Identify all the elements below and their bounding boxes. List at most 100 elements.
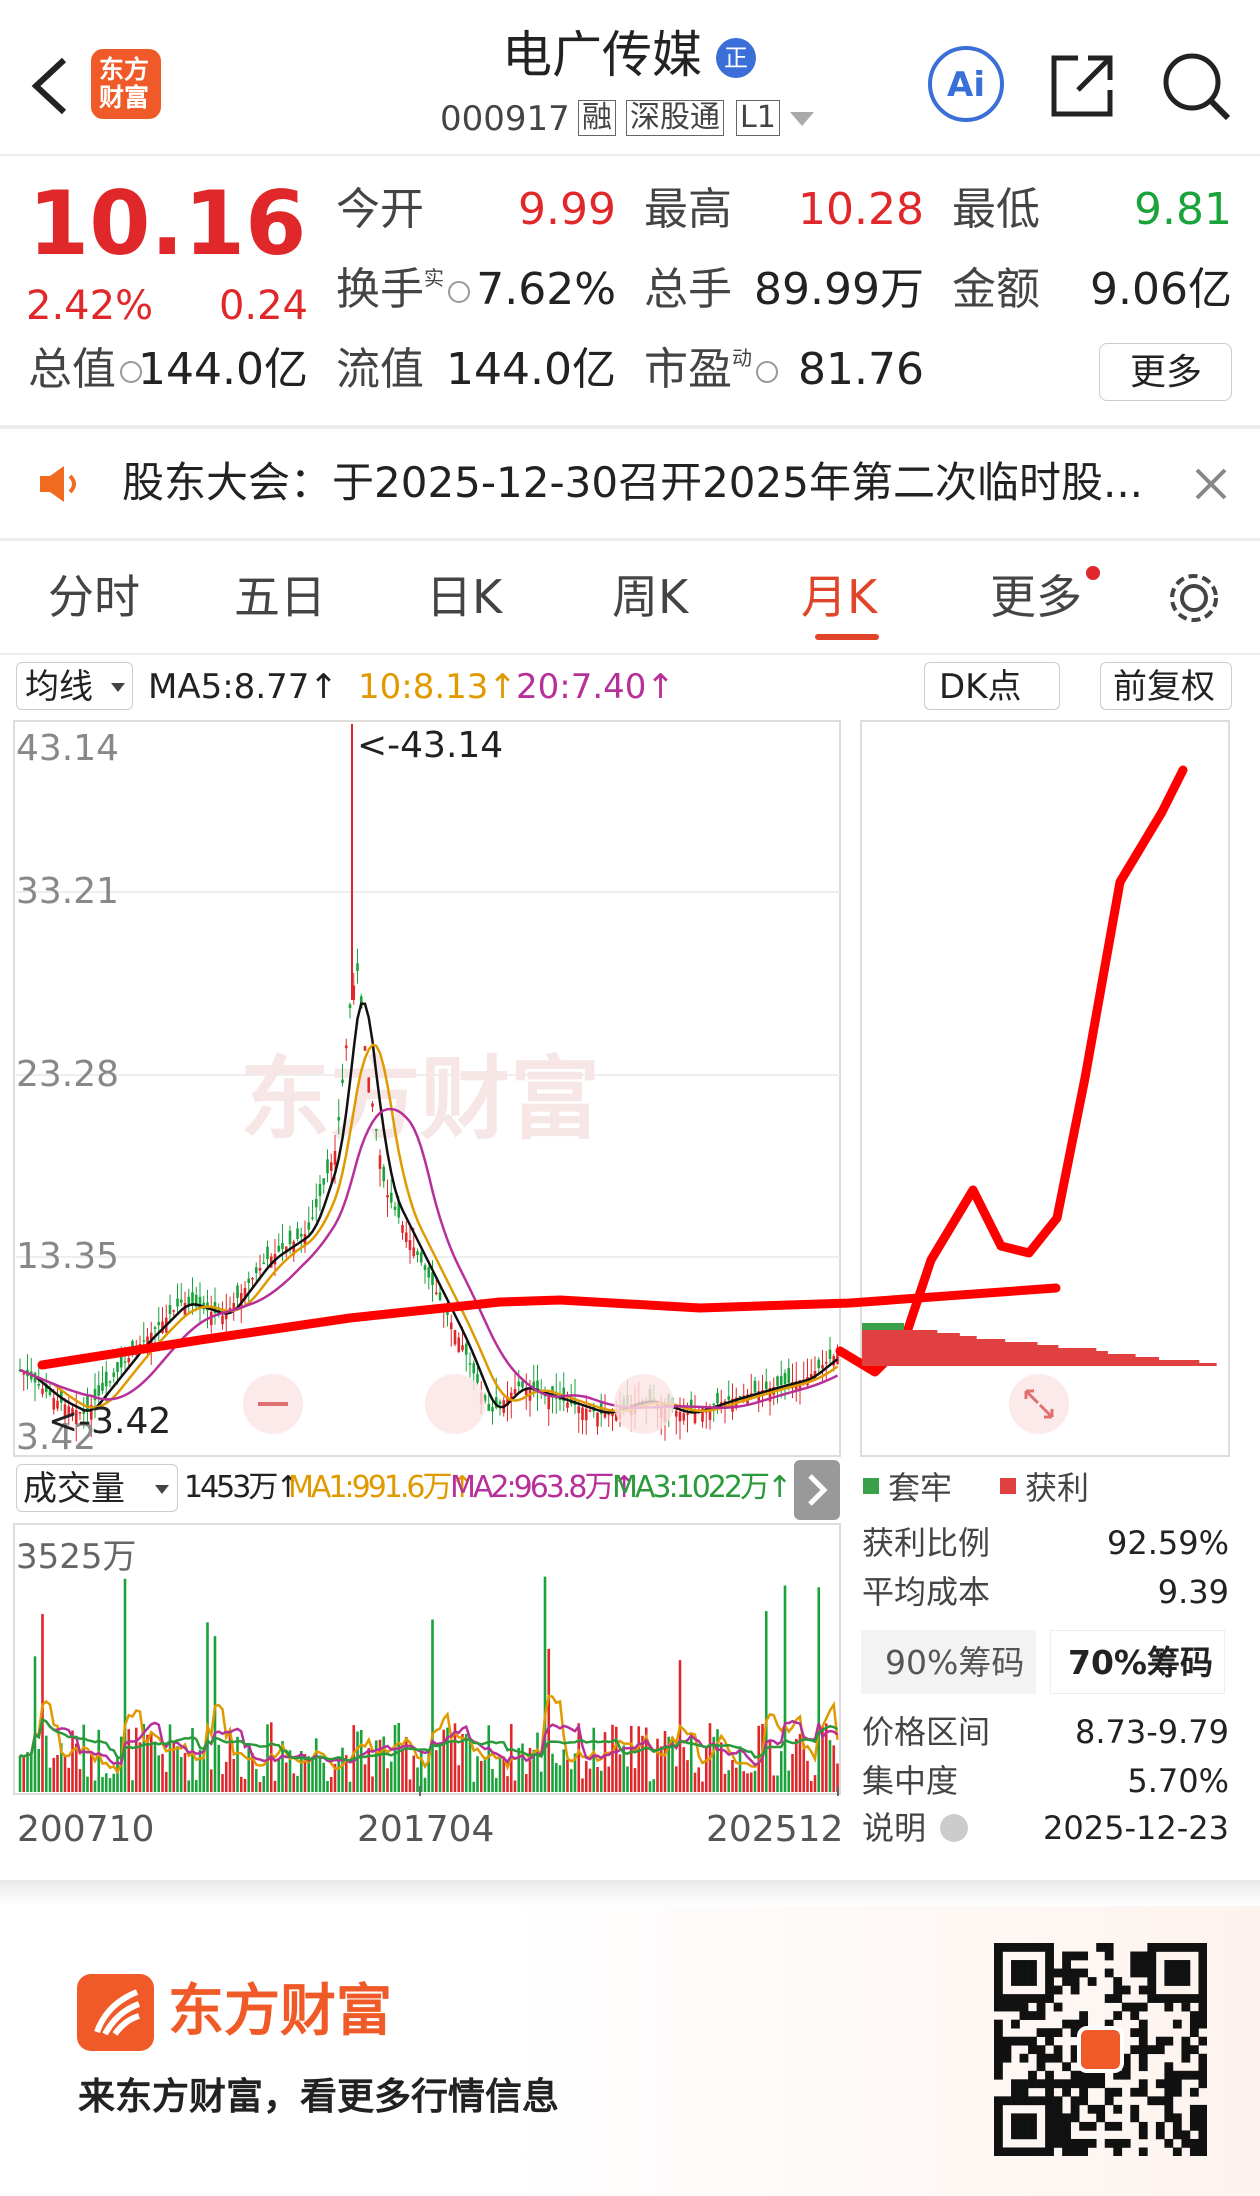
info-icon[interactable] (756, 361, 778, 383)
back-button[interactable] (28, 56, 72, 116)
candle (236, 1285, 239, 1298)
chip-button[interactable]: 70%筹码 (1050, 1630, 1225, 1694)
qr-cell (1164, 2104, 1174, 2114)
candle (487, 1404, 491, 1411)
chip-bar (862, 1357, 1160, 1360)
tab-underline (815, 634, 879, 640)
share-button[interactable] (1048, 50, 1118, 120)
chip-bar (862, 1330, 938, 1333)
volume-bar (176, 1746, 179, 1792)
search-button[interactable] (1160, 50, 1232, 122)
candle (738, 1396, 742, 1398)
volume-indicator: 成交量 (23, 1469, 125, 1509)
candle (48, 1390, 52, 1395)
qr-cell (1028, 2070, 1037, 2080)
footer-brand: 东方财富 (168, 1979, 392, 2044)
volume-bar (641, 1735, 644, 1792)
volume-bar (299, 1751, 303, 1792)
adjust-button[interactable]: 前复权 (1100, 662, 1232, 710)
volume-bar (266, 1724, 269, 1792)
qr-cell (1164, 2002, 1174, 2012)
info-icon[interactable] (120, 361, 142, 383)
dropdown-arrow (111, 683, 125, 692)
qr-cell (1011, 2113, 1020, 2123)
tab[interactable]: 月K (801, 570, 878, 624)
volume-bar (483, 1758, 487, 1792)
notice[interactable]: 股东大会：于2025-12-30召开2025年第二次临时股... (122, 458, 1144, 507)
qr-cell (1138, 2079, 1148, 2089)
qr-cell (1053, 2045, 1063, 2055)
indicator-select[interactable]: 均线 (16, 662, 133, 710)
qr-cell (1002, 2045, 1012, 2055)
qr-cell (1138, 1985, 1148, 1995)
stat-value: 9.99 (518, 184, 616, 235)
candle (172, 1310, 176, 1312)
candle (509, 1392, 513, 1400)
qr-cell (1045, 2087, 1054, 2097)
divider (0, 653, 1260, 655)
chip-bar (862, 1336, 977, 1339)
candle (686, 1413, 689, 1415)
candle (457, 1337, 461, 1353)
chip-value: 2025-12-23 (1043, 1809, 1229, 1847)
qr-cell (1036, 1943, 1046, 1952)
ai-button[interactable]: Ai (926, 44, 1006, 124)
volume-select[interactable]: 成交量 (16, 1464, 178, 1512)
volume-bar (112, 1773, 116, 1792)
qr-cell (1002, 2053, 1012, 2063)
chip-bar (862, 1339, 1006, 1342)
volume-bar (401, 1748, 404, 1792)
chip-bar (862, 1351, 1108, 1354)
candle (453, 1330, 457, 1345)
volume-bar (224, 1761, 228, 1792)
info-icon[interactable] (448, 281, 470, 303)
tab[interactable]: 分时 (48, 570, 140, 624)
tab[interactable]: 周K (612, 570, 689, 624)
tab[interactable]: 更多 (990, 570, 1082, 624)
volume-bar (236, 1736, 239, 1792)
volume-bar (449, 1739, 453, 1792)
tab[interactable]: 日K (426, 570, 503, 624)
close-button[interactable] (1193, 466, 1229, 502)
volume-bar (29, 1752, 33, 1792)
chip-button-text: 90%筹码 (885, 1643, 1025, 1682)
settings-button[interactable] (1166, 570, 1222, 626)
qr-cell (1011, 2019, 1020, 2029)
candle (22, 1373, 26, 1375)
dk-button[interactable]: DK点 (924, 662, 1060, 710)
y-tick-label: 43.14 (16, 728, 120, 769)
volume-bar (123, 1578, 127, 1792)
logo-mark (94, 1989, 141, 2036)
info-icon[interactable] (940, 1814, 968, 1842)
qr-cell (1121, 2002, 1131, 2012)
x-tick-label: 201704 (357, 1809, 495, 1850)
qr-cell (1198, 1943, 1207, 1952)
fullscreen-button[interactable] (1009, 1374, 1069, 1434)
prev-button[interactable] (614, 1374, 674, 1434)
chip-button[interactable]: 90%筹码 (861, 1630, 1036, 1694)
candle (764, 1381, 768, 1390)
more-button[interactable]: 更多 (1099, 343, 1232, 401)
qr-cell (994, 2053, 1003, 2063)
dropdown-arrow[interactable] (790, 112, 814, 128)
volume-bar (506, 1776, 509, 1792)
tab[interactable]: 五日 (234, 570, 326, 624)
chart-area: 东方财富 (13, 720, 1230, 1796)
app-logo[interactable]: 东方 财富 (91, 49, 161, 119)
candle (352, 985, 356, 1000)
qr-cell (1028, 2121, 1037, 2131)
qr-cell (1011, 2036, 1020, 2046)
candle (108, 1381, 112, 1383)
qr-cell (1079, 2019, 1089, 2029)
footer-tagline: 来东方财富，看更多行情信息 (78, 2075, 559, 2118)
qr-cell (1002, 2002, 1012, 2012)
candle (423, 1265, 427, 1270)
zoom-in-button[interactable] (425, 1374, 485, 1434)
qr-cell (1130, 1968, 1140, 1978)
stat-label: 最高 (644, 184, 732, 235)
volume-bar (491, 1768, 494, 1792)
qr-cell (1198, 2104, 1207, 2114)
expand-button[interactable] (794, 1460, 840, 1520)
qr-cell (1198, 1951, 1207, 1961)
